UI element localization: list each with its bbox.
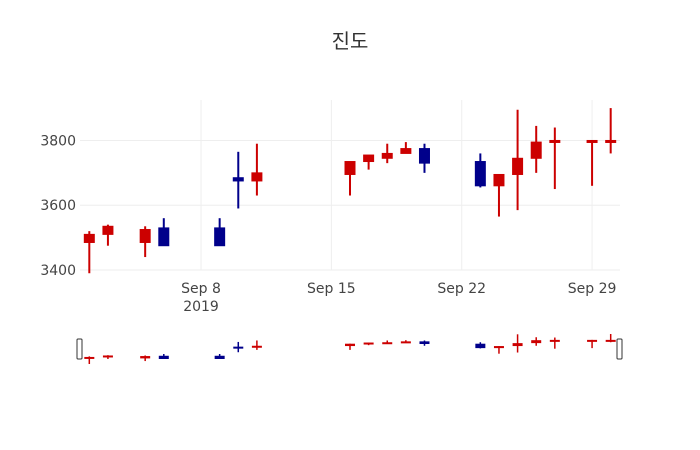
y-tick-label: 3400 xyxy=(40,263,76,279)
candle-body xyxy=(158,227,170,247)
x-tick-label: Sep 8 xyxy=(181,281,221,297)
slider-candle-body xyxy=(345,343,355,347)
candle-body xyxy=(586,139,598,143)
candle-body xyxy=(214,227,226,247)
slider-candle-body xyxy=(158,355,169,359)
slider-candle-body xyxy=(531,340,542,344)
x-tick-label: Sep 29 xyxy=(568,281,617,297)
slider-candle-body xyxy=(493,346,504,349)
slider-candle-body xyxy=(400,341,411,344)
slider-candle-body xyxy=(233,346,244,349)
x-tick-label: Sep 15 xyxy=(307,281,356,297)
candles[interactable] xyxy=(83,108,617,274)
slider-candle-body xyxy=(84,356,95,359)
slider-candle-body xyxy=(475,343,486,349)
y-tick-label: 3600 xyxy=(40,198,76,214)
candle-body xyxy=(232,177,244,182)
slider-candle-body xyxy=(140,356,151,359)
slider-candle-body xyxy=(214,355,225,359)
slider-candle-body xyxy=(382,342,393,345)
slider-candle-body xyxy=(102,355,113,358)
candle-body xyxy=(251,172,263,182)
candle-body xyxy=(512,157,524,175)
candle-body xyxy=(102,225,114,235)
range-slider[interactable] xyxy=(76,334,623,364)
candle-body xyxy=(344,161,356,175)
candle-body xyxy=(400,148,412,154)
grid xyxy=(80,100,620,271)
candle-body xyxy=(418,148,430,164)
candle-body xyxy=(493,173,505,187)
range-slider-right-handle[interactable] xyxy=(616,338,623,360)
slider-candle-body xyxy=(512,343,523,347)
slider-candle-body xyxy=(605,339,616,342)
slider-candle-body xyxy=(419,341,430,344)
candle-body xyxy=(139,229,151,243)
slider-candle-body xyxy=(363,342,374,345)
x-tick-sublabel: 2019 xyxy=(183,299,219,315)
slider-candle-body xyxy=(549,339,560,342)
candle-body xyxy=(530,141,542,159)
candle-body xyxy=(474,161,486,187)
candle-body xyxy=(83,233,95,243)
y-tick-label: 3800 xyxy=(40,133,76,149)
candle-body xyxy=(605,139,617,143)
candle-body xyxy=(549,139,561,143)
axes: 3400 3600 3800 Sep 8 2019 Sep 15 Sep 22 Sep 29 xyxy=(40,133,616,315)
x-tick-label: Sep 22 xyxy=(437,281,486,297)
candle-body xyxy=(363,154,375,163)
candle-body xyxy=(381,152,393,159)
slider-candle-body xyxy=(251,345,262,348)
range-slider-left-handle[interactable] xyxy=(76,338,83,360)
chart-title: 진도 xyxy=(332,29,369,53)
slider-candle-body xyxy=(587,339,598,342)
